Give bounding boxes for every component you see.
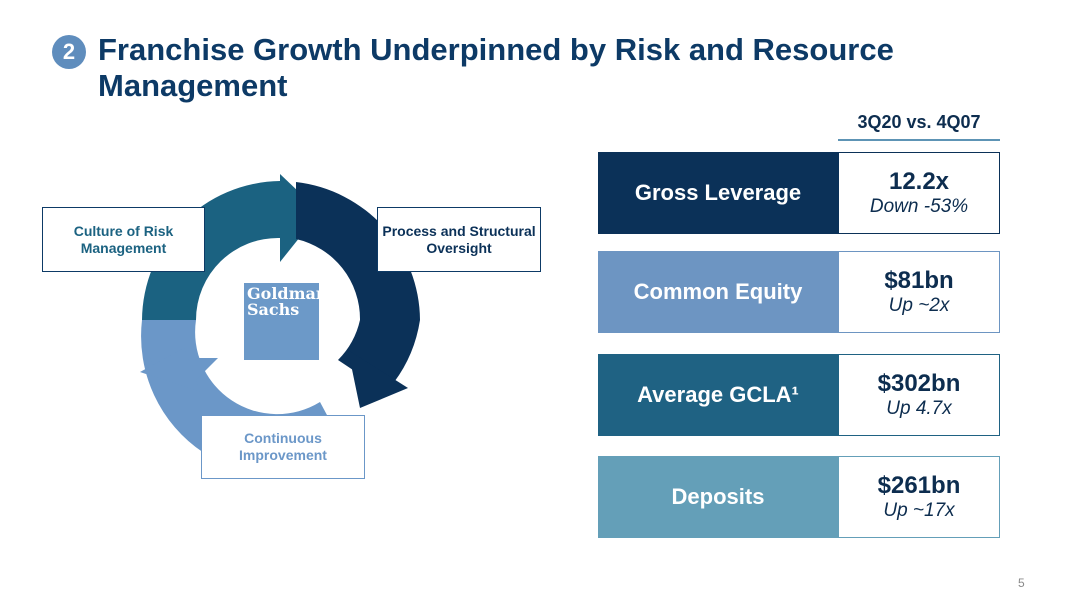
logo-line-1: Goldman <box>247 284 328 303</box>
metric-deposits: Deposits $261bn Up ~17x <box>598 456 1000 538</box>
metric-label: Deposits <box>598 456 838 538</box>
metric-value-box: $81bn Up ~2x <box>838 251 1000 333</box>
metric-label: Gross Leverage <box>598 152 838 234</box>
metric-label: Average GCLA¹ <box>598 354 838 436</box>
cycle-box-label: Continuous Improvement <box>239 430 327 463</box>
cycle-box-process-oversight: Process and Structural Oversight <box>377 207 541 272</box>
cycle-arrowhead-right <box>348 350 408 408</box>
metric-change: Up ~17x <box>883 500 955 521</box>
comparison-period-label: 3Q20 vs. 4Q07 <box>838 112 1000 141</box>
page-number: 5 <box>1018 576 1025 590</box>
metric-common-equity: Common Equity $81bn Up ~2x <box>598 251 1000 333</box>
metric-value: $302bn <box>877 370 961 397</box>
metric-gross-leverage: Gross Leverage 12.2x Down -53% <box>598 152 1000 234</box>
metric-value: 12.2x <box>888 168 950 195</box>
cycle-box-label: Process and Structural Oversight <box>382 222 536 256</box>
metric-value-box: $261bn Up ~17x <box>838 456 1000 538</box>
logo-line-2: Sachs <box>247 300 300 319</box>
metric-value: $81bn <box>884 267 954 294</box>
cycle-box-label: Culture of Risk Management <box>73 222 174 256</box>
section-number-badge: 2 <box>52 35 86 69</box>
cycle-arc-culture <box>142 181 280 320</box>
metric-value: $261bn <box>877 472 961 499</box>
metric-value-box: $302bn Up 4.7x <box>838 354 1000 436</box>
cycle-box-culture-of-risk: Culture of Risk Management <box>42 207 205 272</box>
metric-change: Up 4.7x <box>886 398 952 419</box>
slide-title: Franchise Growth Underpinned by Risk and… <box>98 32 894 103</box>
metric-change: Up ~2x <box>888 295 950 316</box>
cycle-arrowhead-left-tip <box>140 348 200 392</box>
metric-average-gcla: Average GCLA¹ $302bn Up 4.7x <box>598 354 1000 436</box>
goldman-sachs-logo: Goldman Sachs <box>244 283 328 360</box>
metric-value-box: 12.2x Down -53% <box>838 152 1000 234</box>
metric-change: Down -53% <box>869 196 969 217</box>
metric-label: Common Equity <box>598 251 838 333</box>
cycle-box-continuous-improvement: Continuous Improvement <box>201 415 365 479</box>
